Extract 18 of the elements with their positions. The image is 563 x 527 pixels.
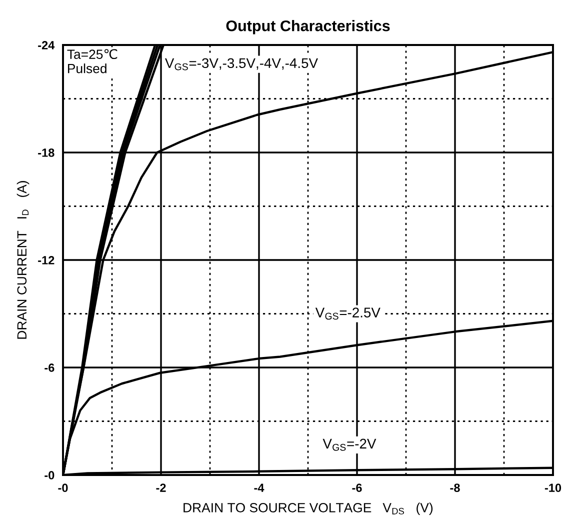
y-tick-label: -24 (38, 41, 55, 50)
x-tick-label: -4 (254, 484, 264, 492)
x-tick-label: -8 (450, 484, 460, 492)
annotation: V$_{GS}$=-2V (322, 438, 376, 451)
y-tick-label: -12 (38, 256, 54, 264)
annotation: V$_{GS}$=-2.5V (315, 308, 380, 320)
chart-title: Output Characteristics (226, 20, 390, 34)
text: DRAIN TO SOURCE VOLTAGE V$_{DS}$ (V) (184, 502, 433, 515)
x-tick-label: -6 (352, 484, 362, 492)
y-tick-label: -6 (44, 364, 54, 372)
y-tick-label: -18 (38, 148, 54, 157)
annotation: V$_{GS}$=-3V,-3.5V,-4V,-4.5V (164, 58, 318, 70)
text: DRAIN CURRENT I$_{D}$ (A) (16, 181, 30, 339)
x-tick-label: -2 (156, 484, 166, 492)
x-tick-label: -0 (58, 484, 68, 492)
x-tick-label: -10 (544, 484, 562, 492)
annotation: Ta=25℃ Pulsed (67, 49, 118, 74)
y-tick-label: -0 (44, 471, 54, 480)
